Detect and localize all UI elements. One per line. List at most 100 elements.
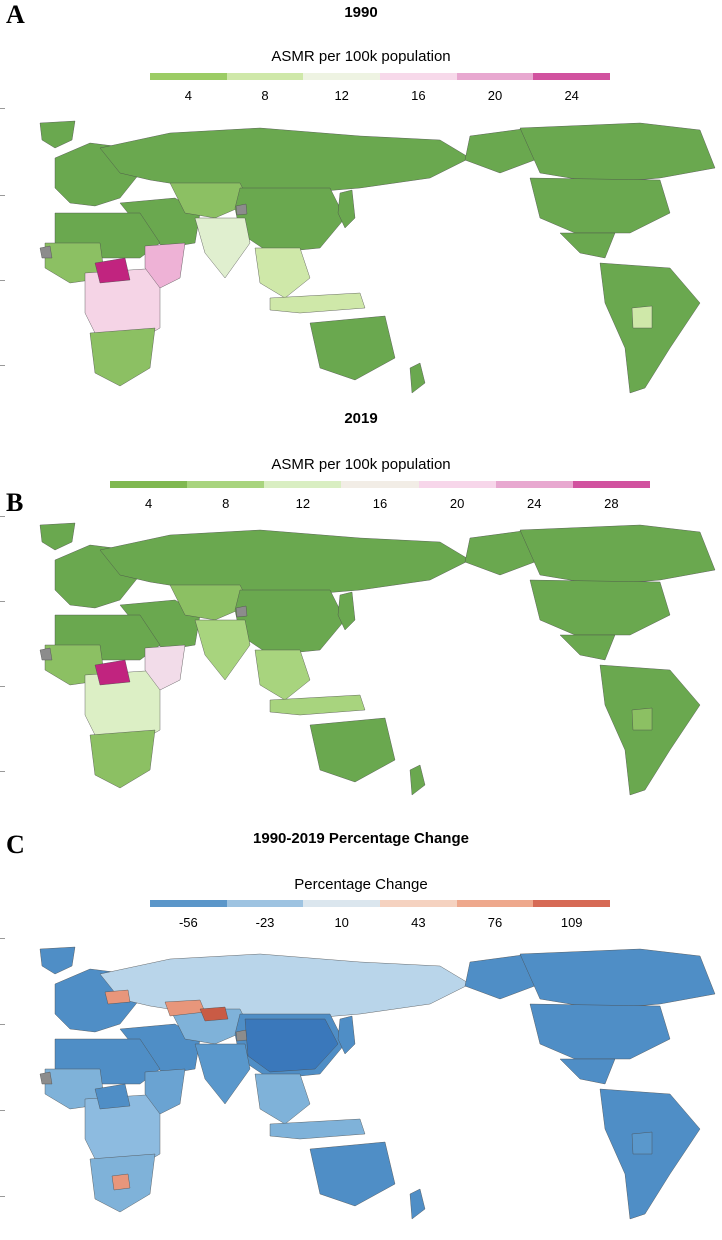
legend-bar: [150, 900, 611, 907]
region-alaska: [464, 529, 541, 576]
legend-swatch: [187, 481, 265, 488]
legend-bar: [150, 73, 611, 80]
legend-tick-label: 8: [261, 88, 269, 103]
panel-title: 2019: [344, 410, 378, 427]
legend-tick-label: 76: [487, 915, 503, 930]
legend-title: Percentage Change: [294, 876, 428, 893]
world-map: [39, 120, 716, 394]
region-central-asia-hotspot: [199, 1006, 229, 1022]
region-russia: [99, 529, 471, 596]
axis-tick: [0, 1024, 5, 1025]
panel-c: C 1990-2019 Percentage Change Percentage…: [0, 828, 722, 1240]
legend-tick-label: 16: [411, 88, 426, 103]
legend-swatch: [533, 73, 611, 80]
region-mexico: [559, 634, 616, 661]
axis-tick: [0, 1110, 5, 1111]
region-india: [194, 217, 251, 279]
region-bolivia: [631, 305, 653, 329]
panel-letter: C: [6, 830, 25, 859]
legend-tick-label: 8: [222, 496, 230, 511]
region-canada: [519, 524, 716, 586]
region-usa: [529, 579, 671, 636]
region-japan: [337, 591, 356, 631]
region-central-african-republic: [94, 257, 131, 284]
region-russia: [99, 953, 471, 1020]
legend-tick-label: 43: [411, 915, 426, 930]
legend-swatch: [303, 73, 381, 80]
region-bolivia: [631, 707, 653, 731]
region-central-asia: [169, 182, 251, 219]
region-central-asia: [169, 584, 251, 621]
legend-tick-label: -23: [255, 915, 275, 930]
legend-title: ASMR per 100k population: [271, 48, 451, 65]
legend-tick-label: 10: [334, 915, 349, 930]
region-kashmir: [235, 1029, 248, 1042]
panel-letter: A: [6, 0, 25, 29]
axis-tick: [0, 771, 5, 772]
axis-tick: [0, 280, 5, 281]
region-indonesia: [269, 292, 366, 314]
region-russia: [99, 127, 471, 194]
legend-swatch: [110, 481, 188, 488]
panel-title: 1990: [344, 4, 378, 21]
legend-swatch: [226, 73, 304, 80]
region-alaska: [464, 127, 541, 174]
axis-tick: [0, 1196, 5, 1197]
region-alaska: [464, 953, 541, 1000]
region-greenland: [39, 522, 76, 551]
region-greenland: [39, 946, 76, 975]
legend-swatch: [150, 900, 227, 907]
legend-bar: [110, 481, 650, 488]
panel-b: B 2019 ASMR per 100k population 4 8 12 16 20…: [0, 410, 722, 820]
region-southern-africa: [89, 729, 156, 789]
region-western-sahara: [39, 647, 53, 661]
region-greenland: [39, 120, 76, 149]
region-canada: [519, 948, 716, 1010]
region-usa: [529, 1003, 671, 1060]
legend-tick-label: 20: [487, 88, 503, 103]
legend-swatch: [572, 481, 650, 488]
region-india: [194, 619, 251, 681]
legend-swatch: [456, 73, 534, 80]
region-western-sahara: [39, 245, 53, 259]
region-se-asia: [254, 1073, 311, 1125]
region-india: [194, 1043, 251, 1105]
panel-a: A 1990 ASMR per 100k population 4 8 12 16 20…: [0, 0, 722, 410]
region-australia: [309, 315, 396, 381]
region-central-asia: [169, 1008, 251, 1045]
legend-ticks: 4 8 12 16 20 24: [150, 88, 610, 103]
region-china: [234, 187, 346, 254]
region-japan: [337, 189, 356, 229]
region-se-asia: [254, 247, 311, 299]
region-horn-of-africa: [144, 644, 186, 691]
legend-swatch: [226, 900, 304, 907]
region-china: [234, 589, 346, 656]
legend-tick-label: 24: [527, 496, 542, 511]
legend-tick-label: 4: [184, 88, 192, 103]
legend-title: ASMR per 100k population: [271, 456, 451, 473]
legend-tick-label: 4: [144, 496, 153, 511]
region-new-zealand: [409, 362, 426, 394]
region-australia: [309, 1141, 396, 1207]
region-indonesia: [269, 694, 366, 716]
legend-swatch: [533, 900, 611, 907]
panel-title: 1990-2019 Percentage Change: [253, 830, 469, 847]
legend-tick-label: 109: [560, 915, 583, 930]
world-map: [39, 946, 716, 1220]
legend-swatch: [150, 73, 227, 80]
legend-swatch: [456, 900, 534, 907]
region-new-zealand: [409, 1188, 426, 1220]
region-western-sahara: [39, 1071, 53, 1085]
legend-swatch: [380, 900, 457, 907]
axis-tick: [0, 516, 5, 517]
legend-swatch: [495, 481, 573, 488]
region-indonesia: [269, 1118, 366, 1140]
region-bolivia: [631, 1131, 653, 1155]
axis-tick: [0, 686, 5, 687]
region-botswana-hotspot: [111, 1173, 131, 1191]
legend-tick-label: 12: [334, 88, 349, 103]
region-se-asia: [254, 649, 311, 701]
legend-tick-label: -56: [178, 915, 198, 930]
region-ukraine-hotspot: [104, 989, 131, 1005]
region-canada: [519, 122, 716, 184]
